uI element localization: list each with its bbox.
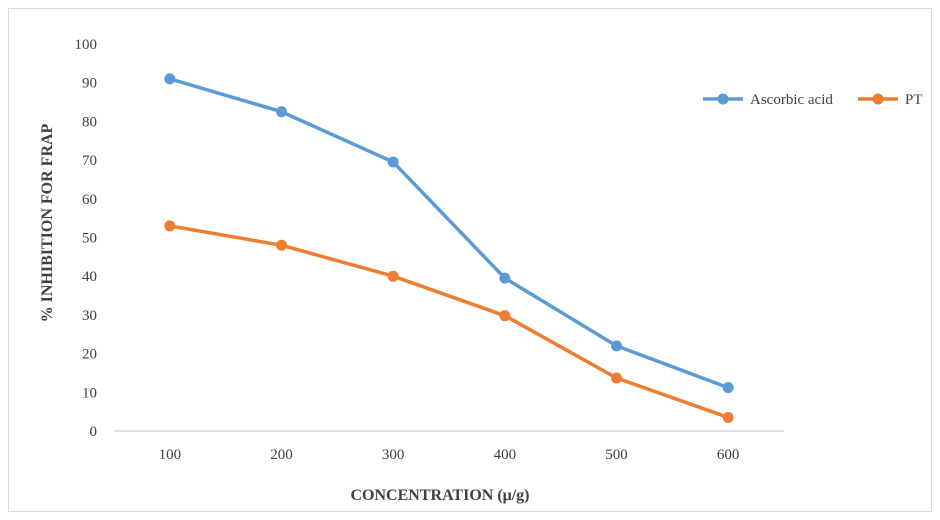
series-lines <box>168 77 730 420</box>
legend-label: PT <box>905 92 923 108</box>
data-point <box>722 382 734 394</box>
data-point <box>611 372 622 384</box>
series-points <box>164 73 734 423</box>
y-tick-label: 40 <box>82 269 97 285</box>
y-tick-label: 100 <box>75 37 98 53</box>
data-point <box>722 411 734 423</box>
data-point <box>387 156 399 168</box>
y-tick-label: 70 <box>82 153 97 169</box>
legend: Ascorbic acid PT <box>703 92 923 108</box>
data-point <box>387 270 399 282</box>
x-tick-label: 500 <box>605 447 628 463</box>
series-line-1 <box>168 224 730 420</box>
x-tick-label: 200 <box>270 447 293 463</box>
y-tick-label: 80 <box>82 114 97 130</box>
x-tick-label: 300 <box>382 447 405 463</box>
y-tick-label: 10 <box>82 385 97 401</box>
series-line-0 <box>168 77 730 390</box>
y-tick-label: 90 <box>82 76 97 92</box>
data-point <box>276 239 287 251</box>
data-point <box>499 272 511 284</box>
y-tick-labels: 0 10 20 30 40 50 60 70 80 90 100 <box>75 37 98 440</box>
y-tick-label: 60 <box>82 192 97 208</box>
y-axis-title: % INHIBITION FOR FRAP <box>39 123 56 322</box>
data-point <box>611 340 622 352</box>
x-tick-label: 600 <box>717 447 740 463</box>
y-tick-label: 0 <box>90 424 98 440</box>
data-point <box>164 73 176 85</box>
x-axis-title: CONCENTRATION (μ/g) <box>351 487 530 504</box>
y-tick-label: 50 <box>82 231 97 247</box>
data-point <box>499 310 511 322</box>
x-tick-labels: 100 200 300 400 500 600 <box>159 447 740 463</box>
legend-marker <box>717 93 729 105</box>
chart-frame <box>8 8 932 512</box>
y-tick-label: 20 <box>82 347 97 363</box>
legend-marker <box>872 93 884 105</box>
legend-label: Ascorbic acid <box>750 92 833 108</box>
data-point <box>164 220 176 232</box>
data-point <box>276 106 287 118</box>
x-tick-label: 400 <box>494 447 517 463</box>
y-tick-label: 30 <box>82 308 97 324</box>
x-tick-label: 100 <box>159 447 182 463</box>
